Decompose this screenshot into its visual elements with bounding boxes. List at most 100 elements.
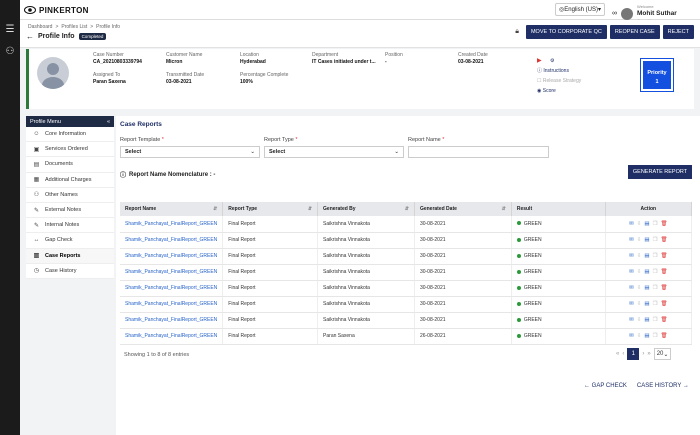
view-icon[interactable]: ▤ <box>644 220 650 227</box>
download-icon[interactable]: ⇩ <box>636 237 642 243</box>
download-icon[interactable]: ⇩ <box>636 301 642 307</box>
download-icon[interactable]: ⇩ <box>636 285 642 291</box>
binoculars-icon[interactable]: ∞ <box>612 10 617 17</box>
delete-icon[interactable]: 🗑︎ <box>660 317 668 323</box>
copy-icon[interactable]: ❐ <box>652 237 658 243</box>
delete-icon[interactable]: 🗑︎ <box>660 285 668 291</box>
view-icon[interactable]: ▤ <box>644 269 650 275</box>
users-icon[interactable]: ⚇ <box>5 46 15 57</box>
hamburger-menu-icon[interactable]: ☰ <box>5 24 15 35</box>
delete-icon[interactable]: 🗑︎ <box>660 301 668 307</box>
report-name-link[interactable]: Shamik_Panchayat_FinalReport_GREEN <box>120 248 224 265</box>
move-to-corporate-qc-button[interactable]: MOVE TO CORPORATE QC <box>525 25 607 39</box>
email-icon[interactable]: ✉ <box>629 220 634 227</box>
report-name-link[interactable]: Shamik_Panchayat_FinalReport_GREEN <box>120 216 224 233</box>
download-icon[interactable]: ⇩ <box>636 253 642 259</box>
col-report-type[interactable]: Report Type ⇵ <box>222 202 319 216</box>
reject-button[interactable]: REJECT <box>662 25 694 39</box>
report-type-select[interactable]: Select ⌄ <box>264 146 404 158</box>
delete-icon[interactable]: 🗑︎ <box>660 220 668 227</box>
copy-icon[interactable]: ❐ <box>652 269 658 275</box>
delete-icon[interactable]: 🗑︎ <box>660 237 668 243</box>
delete-icon[interactable]: 🗑︎ <box>660 253 668 259</box>
report-name-link[interactable]: Shamik_Panchayat_FinalReport_GREEN <box>120 264 224 281</box>
sidebar-item-other-names[interactable]: ⚇ Other Names <box>26 188 114 203</box>
copy-icon[interactable]: ❐ <box>652 220 658 227</box>
table-row: Shamik_Panchayat_FinalReport_GREEN Final … <box>120 280 693 297</box>
page-size-select[interactable]: 20 ⌄ <box>653 348 672 360</box>
sidebar-item-documents[interactable]: ▤ Documents <box>26 157 114 173</box>
email-icon[interactable]: ✉ <box>629 269 634 275</box>
settings-icon[interactable]: ⚙ <box>549 58 555 64</box>
view-icon[interactable]: ▤ <box>644 253 650 259</box>
generate-report-button[interactable]: GENERATE REPORT <box>628 165 692 179</box>
reopen-case-button[interactable]: REOPEN CASE <box>609 25 660 39</box>
collapse-icon[interactable]: « <box>106 118 110 125</box>
score-link[interactable]: ◉ Score <box>537 88 556 94</box>
download-icon[interactable]: ⇩ <box>636 317 642 323</box>
next-page-icon[interactable]: › <box>642 351 645 357</box>
email-icon[interactable]: ✉ <box>629 301 634 307</box>
sidebar-item-internal-notes[interactable]: ✎ Internal Notes <box>26 218 114 234</box>
last-page-icon[interactable]: » <box>647 351 651 357</box>
col-generated-by[interactable]: Generated By ⇵ <box>317 202 415 216</box>
email-icon[interactable]: ✉ <box>629 237 634 243</box>
view-icon[interactable]: ▤ <box>644 333 650 339</box>
sort-icon: ⇵ <box>213 206 218 212</box>
report-name-link[interactable]: Shamik_Panchayat_FinalReport_GREEN <box>120 280 224 297</box>
view-icon[interactable]: ▤ <box>644 237 650 243</box>
case-history-link[interactable]: CASE HISTORY → <box>636 383 689 389</box>
email-icon[interactable]: ✉ <box>629 317 634 323</box>
email-icon[interactable]: ✉ <box>629 285 634 291</box>
sidebar-item-core-information[interactable]: ☺ Core Information <box>26 127 114 143</box>
first-page-icon[interactable]: « <box>616 351 620 357</box>
sidebar-item-case-history[interactable]: ◷ Case History <box>26 264 114 279</box>
report-name-link[interactable]: Shamik_Panchayat_FinalReport_GREEN <box>120 296 224 313</box>
delete-icon[interactable]: 🗑︎ <box>660 269 668 275</box>
copy-icon[interactable]: ❐ <box>652 285 658 291</box>
prev-page-icon[interactable]: ‹ <box>622 351 625 357</box>
col-generated-date[interactable]: Generated Date ⇵ <box>414 202 512 216</box>
sort-icon: ⇵ <box>501 206 506 212</box>
action-cell: ✉ ⇩ ▤ ❐ 🗑︎ <box>605 248 693 265</box>
download-icon[interactable]: ⇩ <box>636 333 642 339</box>
report-name-input[interactable] <box>408 146 549 158</box>
people-icon: ⚇ <box>33 192 40 199</box>
report-name-link[interactable]: Shamik_Panchayat_FinalReport_GREEN <box>120 312 224 329</box>
download-icon[interactable]: ⇩ <box>636 269 642 275</box>
report-type-cell: Final Report <box>222 328 319 345</box>
copy-icon[interactable]: ❐ <box>652 333 658 339</box>
language-select[interactable]: ◎ English (US) ▾ <box>555 3 605 16</box>
delete-icon[interactable]: 🗑︎ <box>660 333 668 339</box>
report-name-link[interactable]: Shamik_Panchayat_FinalReport_GREEN <box>120 232 224 249</box>
sidebar-item-case-reports[interactable]: ▥ Case Reports <box>26 248 114 264</box>
report-template-select[interactable]: Select ⌄ <box>120 146 260 158</box>
lock-icon[interactable]: 🔒︎ <box>515 28 519 35</box>
view-icon[interactable]: ▤ <box>644 317 650 323</box>
gap-check-link[interactable]: ← GAP CHECK <box>584 383 627 389</box>
col-report-name[interactable]: Report Name ⇵ <box>120 202 224 216</box>
page-1-button[interactable]: 1 <box>627 348 640 360</box>
breadcrumb-dashboard[interactable]: Dashboard <box>28 24 53 30</box>
instructions-link[interactable]: ⓘ Instructions <box>537 68 569 74</box>
release-strategy-link[interactable]: ☐ Release Strategy <box>537 78 582 84</box>
email-icon[interactable]: ✉ <box>629 333 634 339</box>
department-field: Department IT Cases initiated under t... <box>312 52 376 65</box>
copy-icon[interactable]: ❐ <box>652 253 658 259</box>
copy-icon[interactable]: ❐ <box>652 301 658 307</box>
breadcrumb-profiles-list[interactable]: Profiles List <box>61 24 88 30</box>
flag-icon[interactable]: ▶ <box>537 58 542 64</box>
report-name-nomenclature: ⓘ Report Name Nomenclature : - <box>120 171 216 180</box>
back-arrow-icon[interactable]: ← <box>26 32 34 41</box>
email-icon[interactable]: ✉ <box>629 253 634 259</box>
sidebar-item-services-ordered[interactable]: ▣ Services Ordered <box>26 142 114 158</box>
download-icon[interactable]: ⇩ <box>636 220 642 227</box>
sidebar-item-external-notes[interactable]: ✎ External Notes <box>26 203 114 219</box>
sidebar-item-additional-charges[interactable]: ▦ Additional Charges <box>26 173 114 188</box>
copy-icon[interactable]: ❐ <box>652 317 658 323</box>
profile-menu-title: Profile Menu <box>30 118 61 125</box>
view-icon[interactable]: ▤ <box>644 285 650 291</box>
view-icon[interactable]: ▤ <box>644 301 650 307</box>
sidebar-item-gap-check[interactable]: ↔ Gap Check <box>26 233 114 249</box>
report-name-link[interactable]: Shamik_Panchayat_FinalReport_GREEN <box>120 328 224 345</box>
